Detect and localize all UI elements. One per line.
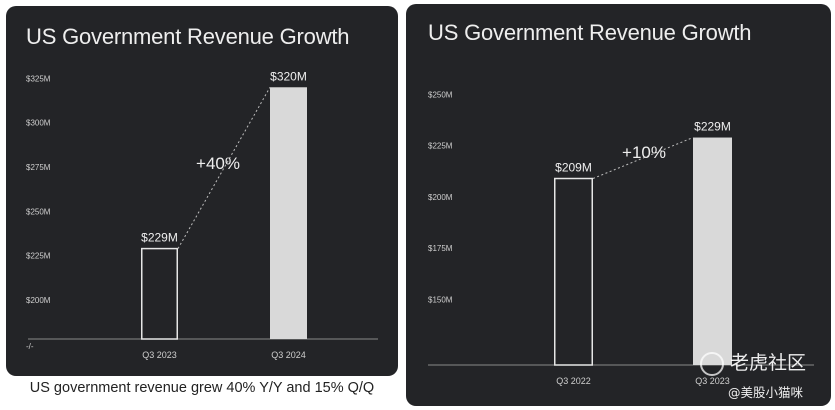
left-bar-Q3-2024	[270, 87, 307, 339]
left-growth-label: +40%	[196, 154, 240, 173]
left-ytick-label: $200M	[26, 296, 51, 305]
right-x-tick-label: Q3 2023	[695, 376, 730, 386]
chart-panel-left: US Government Revenue Growth $325M $300M $…	[6, 6, 398, 376]
chart-right-svg: $250M $225M $200M $175M $150M $209M Q3 2022 $22…	[428, 90, 814, 386]
watermark-user: @美股小猫咪	[728, 385, 804, 400]
left-ytick-label: $250M	[26, 207, 51, 216]
right-ytick-label: $225M	[428, 142, 453, 151]
watermark-logo-icon	[700, 351, 724, 376]
left-value-label: $229M	[141, 231, 178, 245]
chart-title-left: US Government Revenue Growth	[26, 24, 350, 49]
right-ytick-label: $175M	[428, 244, 453, 253]
right-value-label: $229M	[694, 120, 731, 134]
right-ytick-label: $250M	[428, 90, 453, 99]
left-ytick-label: $300M	[26, 119, 51, 128]
left-x-tick-label: Q3 2023	[142, 350, 177, 360]
chart-title-right: US Government Revenue Growth	[428, 20, 752, 45]
left-ytick-label: $325M	[26, 74, 51, 83]
right-growth-connector	[592, 137, 694, 179]
right-x-tick-label: Q3 2022	[556, 376, 591, 386]
left-bar-Q3-2023	[141, 247, 178, 340]
left-ytick-label: $225M	[26, 252, 51, 261]
chart-left-svg: $325M $300M $275M $250M $225M $200M -/- $229M Q3…	[26, 69, 378, 360]
left-growth-connector	[177, 87, 271, 249]
right-ytick-label: $200M	[428, 193, 453, 202]
right-growth-label: +10%	[622, 143, 666, 162]
left-x-tick-label: Q3 2024	[271, 350, 306, 360]
chart-panel-right: US Government Revenue Growth $250M $225M $…	[406, 4, 831, 406]
watermark-logo-text: 老虎社区	[730, 352, 807, 374]
chart-caption: US government revenue grew 40% Y/Y and 1…	[29, 380, 375, 396]
left-ytick-label: $275M	[26, 163, 51, 172]
right-ytick-label: $150M	[428, 295, 453, 304]
right-bar-Q3-2023	[693, 137, 732, 365]
right-bar-Q3-2022	[554, 177, 593, 366]
right-value-label: $209M	[555, 161, 592, 175]
left-axis-break: -/-	[26, 342, 34, 351]
left-value-label: $320M	[270, 69, 307, 83]
watermark-logo: 老虎社区	[700, 348, 806, 376]
